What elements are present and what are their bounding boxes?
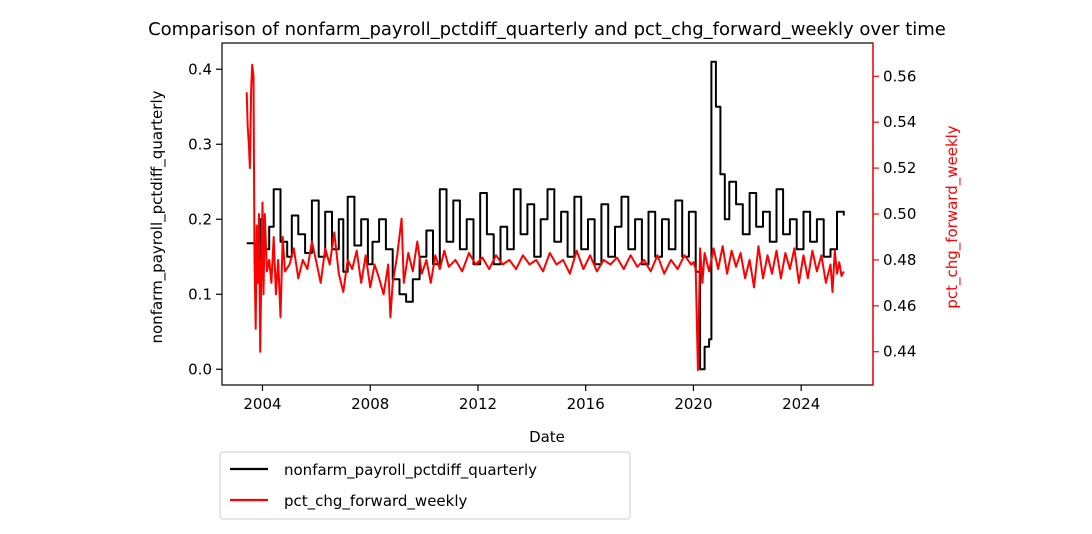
y-right-tick-label: 0.50 [883, 205, 916, 223]
x-tick-label: 2024 [782, 395, 820, 413]
y-right-tick-label: 0.52 [883, 159, 916, 177]
y-right-tick-label: 0.48 [883, 251, 916, 269]
y-left-tick-label: 0.2 [188, 210, 212, 228]
series-line-pct-chg-forward [245, 63, 845, 372]
x-tick-label: 2008 [351, 395, 389, 413]
y-left-tick-label: 0.1 [188, 285, 212, 303]
chart-title: Comparison of nonfarm_payroll_pctdiff_qu… [148, 19, 946, 40]
series-line-nonfarm-payroll [246, 60, 845, 371]
y-right-tick-label: 0.54 [883, 113, 916, 131]
legend-box [219, 451, 631, 520]
legend: nonfarm_payroll_pctdiff_quarterly pct_ch… [219, 451, 631, 520]
x-tick-label: 2004 [243, 395, 281, 413]
y-left-tick-label: 0.4 [188, 60, 212, 78]
y-axis-left-title: nonfarm_payroll_pctdiff_quarterly [148, 90, 167, 343]
x-tick-label: 2020 [674, 395, 712, 413]
series-layer [245, 60, 845, 372]
y-right-tick-label: 0.46 [883, 297, 916, 315]
y-axis-right-title: pct_chg_forward_weekly [943, 125, 962, 309]
x-tick-label: 2016 [567, 395, 605, 413]
y-axis-right: 0.44 0.46 0.48 0.50 0.52 0.54 0.56 [872, 43, 916, 385]
plot-area [221, 42, 874, 386]
y-right-tick-label: 0.56 [883, 67, 916, 85]
y-right-tick-label: 0.44 [883, 343, 916, 361]
legend-label-nonfarm: nonfarm_payroll_pctdiff_quarterly [284, 461, 537, 480]
legend-label-pct-chg: pct_chg_forward_weekly [284, 492, 468, 511]
y-left-tick-label: 0.3 [188, 135, 212, 153]
y-axis-left: 0.0 0.1 0.2 0.3 0.4 [188, 60, 222, 378]
x-axis-title: Date [529, 428, 565, 446]
x-axis: 2004 2008 2012 2016 2020 2024 [243, 385, 820, 413]
y-left-tick-label: 0.0 [188, 360, 212, 378]
x-tick-label: 2012 [459, 395, 497, 413]
